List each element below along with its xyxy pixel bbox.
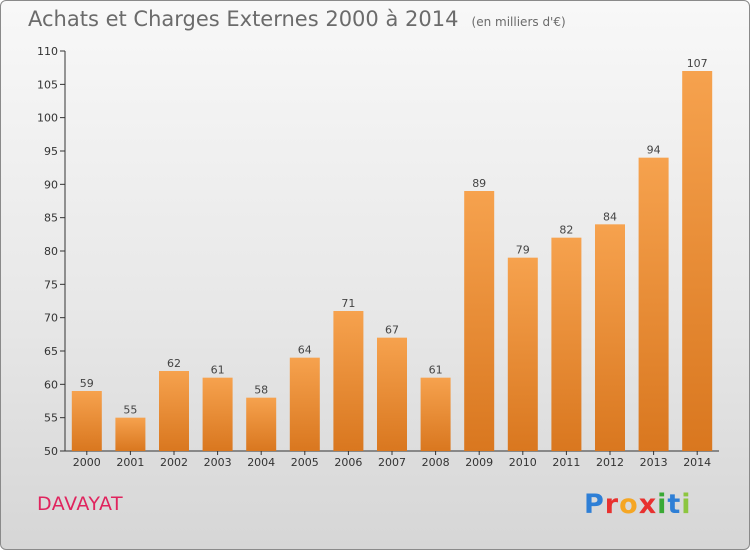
- chart-unit-text: (en milliers d'€): [471, 15, 566, 29]
- bar: [159, 371, 189, 451]
- x-tick-label: 2000: [73, 456, 101, 469]
- bar-value-label: 58: [254, 384, 268, 397]
- bar-value-label: 59: [80, 377, 94, 390]
- x-tick-label: 2009: [465, 456, 493, 469]
- y-tick-label: 55: [44, 412, 58, 425]
- bar: [202, 377, 233, 451]
- x-tick-label: 2002: [160, 456, 188, 469]
- y-tick-label: 100: [37, 112, 58, 125]
- bar: [551, 237, 582, 451]
- y-tick-label: 60: [44, 378, 58, 391]
- bar-value-label: 89: [472, 177, 486, 190]
- bar-value-label: 67: [385, 324, 399, 337]
- bar: [638, 157, 669, 451]
- y-tick-label: 70: [44, 312, 58, 325]
- y-tick-label: 50: [44, 445, 58, 458]
- x-tick-label: 2014: [683, 456, 711, 469]
- bar: [595, 224, 625, 451]
- x-tick-label: 2012: [596, 456, 624, 469]
- bar: [289, 357, 320, 451]
- bar: [507, 257, 538, 451]
- y-tick-label: 90: [44, 178, 58, 191]
- y-tick-label: 85: [44, 212, 58, 225]
- x-tick-label: 2001: [116, 456, 144, 469]
- bar: [420, 377, 451, 451]
- x-tick-label: 2013: [640, 456, 668, 469]
- bar: [682, 71, 713, 451]
- y-tick-label: 105: [37, 78, 58, 91]
- bar: [377, 337, 407, 451]
- bar: [115, 417, 146, 451]
- x-tick-label: 2003: [204, 456, 232, 469]
- x-tick-label: 2006: [334, 456, 362, 469]
- bar: [464, 191, 495, 451]
- x-tick-label: 2005: [291, 456, 319, 469]
- x-tick-label: 2010: [509, 456, 537, 469]
- bar-value-label: 84: [603, 210, 617, 223]
- bar-value-label: 61: [429, 364, 443, 377]
- x-tick-label: 2011: [552, 456, 580, 469]
- bar: [333, 311, 364, 451]
- chart-title-text: Achats et Charges Externes 2000 à 2014: [28, 7, 459, 31]
- x-tick-label: 2007: [378, 456, 406, 469]
- chart-title: Achats et Charges Externes 2000 à 2014 (…: [28, 7, 566, 31]
- y-tick-label: 80: [44, 245, 58, 258]
- bar: [71, 391, 102, 451]
- x-tick-label: 2004: [247, 456, 275, 469]
- y-tick-label: 65: [44, 345, 58, 358]
- bar-value-label: 61: [211, 364, 225, 377]
- x-tick-label: 2008: [422, 456, 450, 469]
- bar-value-label: 94: [647, 144, 661, 157]
- bar-value-label: 107: [687, 57, 708, 70]
- commune-name: DAVAYAT: [37, 493, 124, 515]
- bar-value-label: 82: [559, 224, 573, 237]
- y-tick-label: 75: [44, 278, 58, 291]
- y-tick-label: 110: [37, 45, 58, 58]
- bar-value-label: 64: [298, 344, 312, 357]
- bar-value-label: 55: [123, 404, 137, 417]
- y-tick-label: 95: [44, 145, 58, 158]
- bar: [246, 397, 277, 451]
- proxiti-logo: Proxiti: [584, 489, 692, 520]
- bar-value-label: 79: [516, 244, 530, 257]
- bar-value-label: 62: [167, 357, 181, 370]
- bar-value-label: 71: [341, 297, 355, 310]
